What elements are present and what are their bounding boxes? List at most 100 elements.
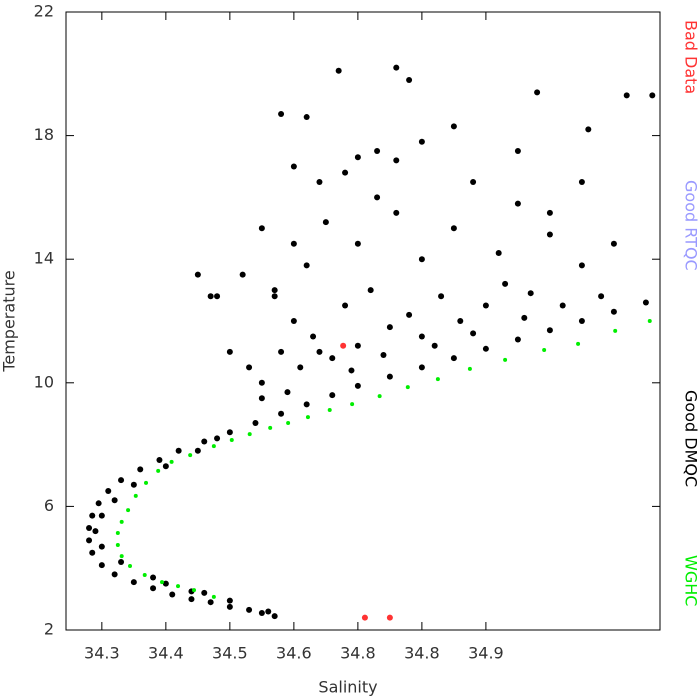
y-tick-label: 14 — [34, 249, 54, 268]
data-point — [211, 444, 216, 449]
data-point — [201, 589, 208, 596]
data-point — [495, 250, 502, 257]
data-point — [303, 114, 310, 121]
x-tick-label: 34.8 — [404, 644, 440, 663]
data-point — [115, 543, 120, 548]
data-point — [111, 497, 118, 504]
data-point — [162, 463, 169, 470]
data-point — [150, 574, 157, 581]
data-point — [278, 410, 285, 417]
data-point — [393, 157, 400, 164]
data-point — [188, 596, 195, 603]
data-point — [450, 225, 457, 232]
data-point — [374, 194, 381, 201]
data-point — [354, 342, 361, 349]
data-point — [115, 530, 120, 535]
x-tick-label: 34.8 — [340, 644, 376, 663]
data-point — [175, 447, 182, 454]
legend-entry: Bad Data — [682, 20, 700, 94]
data-point — [160, 580, 165, 585]
x-axis-label: Salinity — [318, 678, 377, 697]
data-point — [329, 355, 336, 362]
data-point — [546, 327, 553, 334]
legend-entry: Good RTQC — [682, 180, 700, 271]
data-point — [450, 355, 457, 362]
data-point — [418, 364, 425, 371]
data-point — [130, 481, 137, 488]
data-point — [284, 389, 291, 396]
data-point — [340, 342, 347, 349]
data-point — [126, 508, 131, 513]
data-point — [503, 357, 508, 362]
data-point — [335, 67, 342, 74]
data-point — [118, 559, 125, 566]
data-point — [278, 110, 285, 117]
data-point — [150, 585, 157, 592]
data-point — [649, 92, 656, 99]
data-point — [130, 579, 137, 586]
data-point — [229, 437, 234, 442]
data-point — [128, 564, 133, 569]
data-point — [226, 603, 233, 610]
data-point — [188, 453, 193, 458]
data-point — [239, 271, 246, 278]
data-point — [290, 240, 297, 247]
data-point — [467, 366, 472, 371]
data-point — [431, 342, 438, 349]
data-point — [418, 256, 425, 263]
y-tick-label: 22 — [34, 2, 54, 21]
data-point — [578, 262, 585, 269]
data-point — [418, 333, 425, 340]
data-point — [329, 392, 336, 399]
data-point — [119, 519, 124, 524]
data-point — [133, 493, 138, 498]
data-point — [374, 148, 381, 155]
data-point — [393, 209, 400, 216]
data-point — [119, 554, 124, 559]
data-point — [268, 425, 273, 430]
data-point — [111, 571, 118, 578]
data-point — [286, 420, 291, 425]
data-point — [258, 379, 265, 386]
data-point — [271, 293, 278, 300]
data-point — [576, 341, 581, 346]
data-point — [527, 290, 534, 297]
data-point — [546, 209, 553, 216]
data-point — [386, 614, 393, 621]
y-tick-label: 2 — [44, 620, 54, 639]
data-point — [502, 280, 509, 287]
data-point — [89, 549, 96, 556]
data-point — [361, 614, 368, 621]
data-point — [354, 382, 361, 389]
data-point — [142, 572, 147, 577]
data-point — [95, 500, 102, 507]
data-point — [310, 333, 317, 340]
data-point — [406, 311, 413, 318]
data-point — [86, 525, 93, 532]
data-point — [105, 487, 112, 494]
data-point — [316, 348, 323, 355]
data-point — [98, 543, 105, 550]
data-point — [303, 401, 310, 408]
data-point — [534, 89, 541, 96]
data-point — [623, 92, 630, 99]
x-tick-label: 34.9 — [468, 644, 504, 663]
data-point — [342, 302, 349, 309]
data-point — [169, 591, 176, 598]
x-tick-label: 34.4 — [148, 644, 184, 663]
data-point — [316, 178, 323, 185]
data-point — [92, 528, 99, 535]
y-tick-label: 6 — [44, 496, 54, 515]
data-point — [252, 419, 259, 426]
data-point — [405, 385, 410, 390]
data-point — [377, 394, 382, 399]
data-point — [201, 438, 208, 445]
data-point — [265, 608, 272, 615]
data-point — [418, 138, 425, 145]
data-point — [578, 318, 585, 324]
data-point — [271, 287, 278, 294]
data-point — [118, 477, 125, 484]
data-point — [585, 126, 592, 133]
data-point — [613, 328, 618, 333]
data-point — [137, 466, 144, 473]
